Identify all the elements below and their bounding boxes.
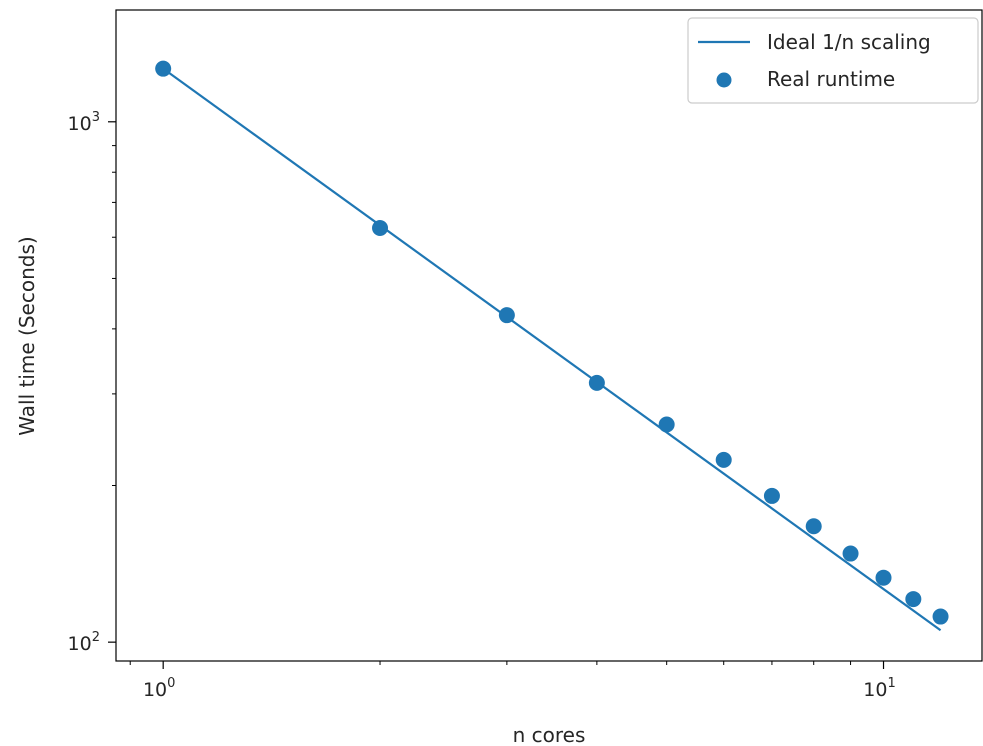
legend-label-ideal: Ideal 1/n scaling — [767, 30, 931, 54]
real-runtime-point — [842, 545, 859, 562]
real-runtime-point — [715, 451, 732, 468]
ideal-scaling-line — [162, 67, 942, 632]
x-axis-label: n cores — [513, 723, 586, 746]
legend-marker-swatch — [716, 72, 732, 88]
y-tick-label: 102 — [68, 630, 100, 655]
x-tick-label: 101 — [863, 676, 895, 701]
real-runtime-point — [498, 307, 515, 324]
y-axis-ticks: 102 103 — [68, 110, 116, 655]
legend: Ideal 1/n scaling Real runtime — [687, 17, 979, 104]
real-runtime-point — [932, 608, 949, 625]
real-runtime-point — [905, 591, 922, 608]
legend-label-real: Real runtime — [767, 67, 895, 91]
real-runtime-point — [588, 374, 605, 391]
real-runtime-point — [763, 487, 780, 504]
x-axis-ticks: 100 101 — [129, 661, 896, 701]
x-tick-label: 100 — [143, 676, 175, 701]
real-runtime-point — [155, 60, 172, 77]
real-runtime-point — [875, 569, 892, 586]
real-runtime-point — [372, 220, 389, 237]
plot-area — [115, 9, 983, 662]
legend-box — [687, 17, 979, 104]
y-tick-label: 103 — [68, 110, 100, 135]
plot-frame — [115, 9, 983, 662]
real-runtime-point — [658, 416, 675, 433]
y-axis-label: Wall time (Seconds) — [15, 236, 39, 435]
series-layer — [155, 60, 949, 632]
real-runtime-point — [805, 518, 822, 535]
